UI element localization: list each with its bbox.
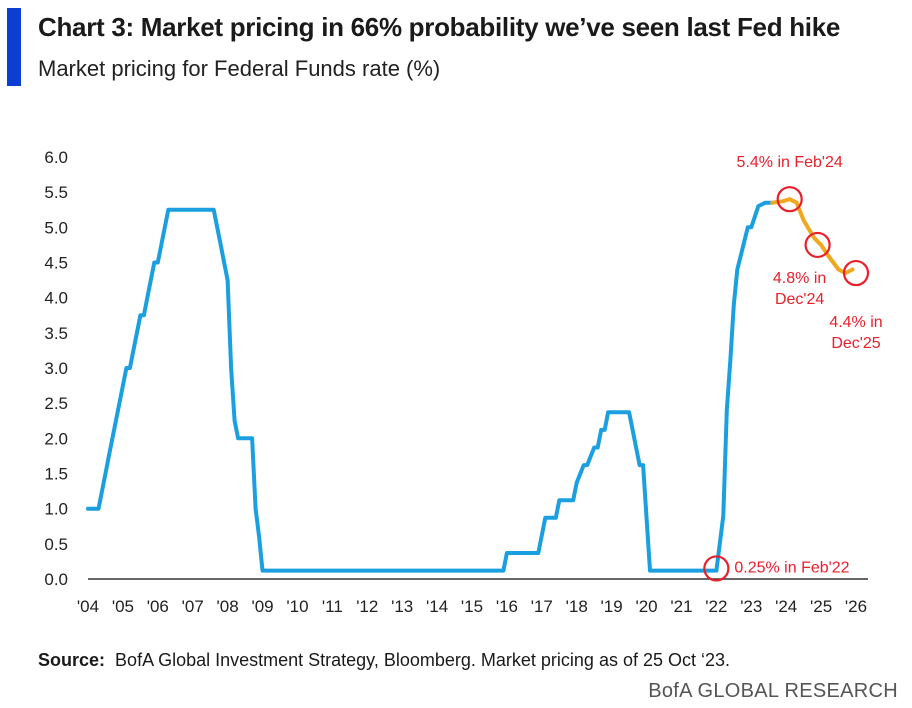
annotation-label: 0.25% in Feb'22 <box>734 559 849 576</box>
y-tick-label: 3.5 <box>44 324 68 343</box>
x-tick-label: '18 <box>566 597 588 616</box>
y-axis-ticks: 0.0 0.5 1.0 1.5 2.0 2.5 3.0 3.5 4.0 4.5 5.0 5.5 6.0 <box>44 148 68 589</box>
x-tick-label: '15 <box>461 597 483 616</box>
x-tick-label: '26 <box>845 597 867 616</box>
x-tick-label: '16 <box>496 597 518 616</box>
x-tick-label: '10 <box>286 597 308 616</box>
series-group <box>86 197 855 573</box>
x-tick-label: '14 <box>426 597 448 616</box>
x-tick-label: '25 <box>810 597 832 616</box>
x-tick-label: '19 <box>601 597 623 616</box>
annotation-label: 5.4% in Feb'24 <box>737 154 843 171</box>
x-tick-label: '12 <box>356 597 378 616</box>
annotation-label-line2: Dec'25 <box>831 335 880 352</box>
x-tick-label: '04 <box>77 597 99 616</box>
x-tick-label: '09 <box>251 597 273 616</box>
actual-rate-line <box>86 200 775 573</box>
y-tick-label: 0.0 <box>44 570 68 589</box>
chart-subtitle: Market pricing for Federal Funds rate (%… <box>38 56 441 81</box>
y-tick-label: 5.0 <box>44 218 68 237</box>
annotation-circle <box>776 186 803 213</box>
x-tick-label: '23 <box>740 597 762 616</box>
brand-footer: BofA GLOBAL RESEARCH <box>648 680 898 702</box>
source-note: Source: BofA Global Investment Strategy,… <box>38 650 730 671</box>
x-tick-label: '05 <box>112 597 134 616</box>
y-tick-label: 6.0 <box>44 148 68 167</box>
source-text: BofA Global Investment Strategy, Bloombe… <box>115 650 731 670</box>
annotation-circle <box>703 555 730 582</box>
x-tick-label: '20 <box>635 597 657 616</box>
source-label: Source: <box>38 650 106 670</box>
x-tick-label: '11 <box>322 597 343 616</box>
x-tick-label: '08 <box>217 597 239 616</box>
x-tick-label: '07 <box>182 597 204 616</box>
x-tick-label: '22 <box>705 597 727 616</box>
x-tick-label: '21 <box>670 597 692 616</box>
x-tick-label: '17 <box>531 597 553 616</box>
y-tick-label: 4.0 <box>44 289 68 308</box>
y-tick-label: 3.0 <box>44 359 68 378</box>
x-tick-label: '13 <box>391 597 413 616</box>
y-tick-label: 2.5 <box>44 394 68 413</box>
annotation-circle <box>804 231 831 259</box>
y-tick-label: 2.0 <box>44 429 68 448</box>
annotation-label: 4.4% in <box>829 314 882 331</box>
annotation-circle <box>842 259 870 287</box>
y-tick-label: 1.0 <box>44 500 68 519</box>
annotation-label: 4.8% in <box>773 270 826 287</box>
market-pricing-line <box>770 197 855 276</box>
chart-title: Chart 3: Market pricing in 66% probabili… <box>38 12 841 42</box>
title-accent-bar <box>7 8 21 86</box>
y-tick-label: 4.5 <box>44 254 68 273</box>
y-tick-label: 1.5 <box>44 465 68 484</box>
annotations-group: 0.25% in Feb'22 5.4% in Feb'24 4.8% in Dec'… <box>703 154 883 582</box>
y-tick-label: 0.5 <box>44 535 68 554</box>
x-axis-ticks: '04 '05 '06 '07 '08 '09 '10 '11 '12 '13 '14 '15 '16 '… <box>77 597 867 616</box>
x-tick-label: '24 <box>775 597 797 616</box>
y-tick-label: 5.5 <box>44 183 68 202</box>
annotation-label-line2: Dec'24 <box>775 291 824 308</box>
x-tick-label: '06 <box>147 597 169 616</box>
